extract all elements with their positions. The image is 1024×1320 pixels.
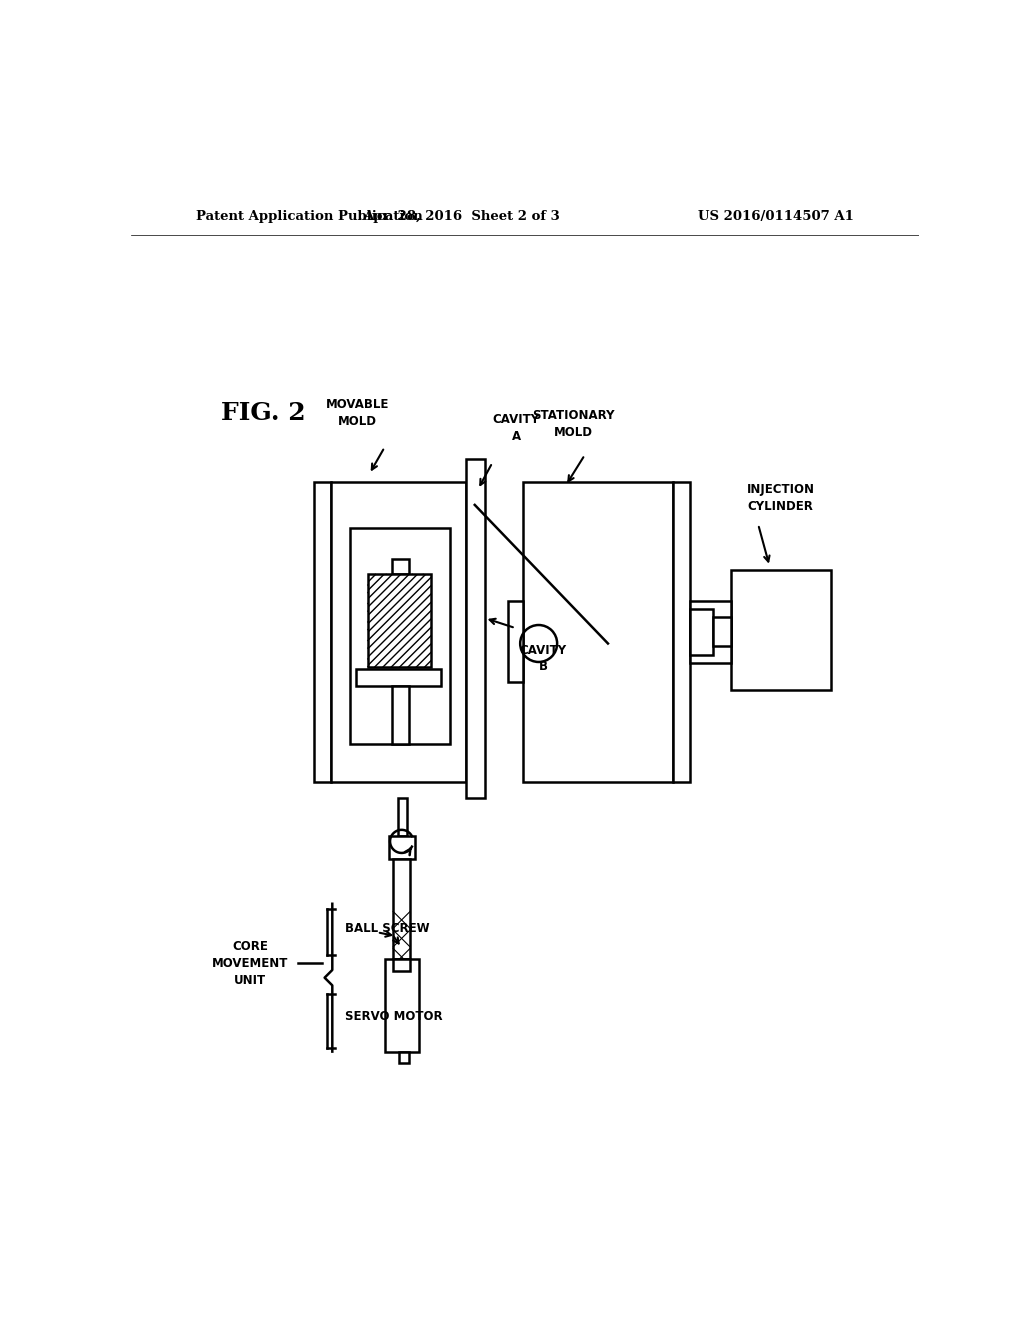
- Text: MOVABLE
MOLD: MOVABLE MOLD: [326, 397, 389, 428]
- Text: Apr. 28, 2016  Sheet 2 of 3: Apr. 28, 2016 Sheet 2 of 3: [364, 210, 560, 223]
- Bar: [714, 616, 731, 645]
- Bar: [466, 459, 484, 797]
- Text: SERVO MOTOR: SERVO MOTOR: [345, 1010, 442, 1023]
- Bar: [388, 836, 416, 859]
- Bar: [690, 609, 714, 655]
- Bar: [350, 528, 451, 743]
- Text: US 2016/0114507 A1: US 2016/0114507 A1: [698, 210, 854, 223]
- Text: INJECTION
CYLINDER: INJECTION CYLINDER: [746, 483, 814, 512]
- Bar: [523, 482, 674, 781]
- Text: Patent Application Publication: Patent Application Publication: [196, 210, 423, 223]
- Text: FIG. 2: FIG. 2: [221, 400, 306, 425]
- Bar: [690, 601, 731, 663]
- Bar: [731, 570, 831, 689]
- Bar: [368, 574, 431, 667]
- Text: CAVITY
A: CAVITY A: [493, 413, 540, 444]
- Bar: [392, 558, 410, 574]
- Bar: [356, 669, 441, 686]
- Text: CAVITY
B: CAVITY B: [519, 644, 566, 673]
- Bar: [393, 960, 410, 970]
- Bar: [392, 686, 410, 743]
- Text: BALL SCREW: BALL SCREW: [345, 921, 429, 935]
- Bar: [398, 1052, 409, 1063]
- Bar: [508, 601, 523, 682]
- Bar: [331, 482, 466, 781]
- Text: CORE
MOVEMENT
UNIT: CORE MOVEMENT UNIT: [212, 940, 288, 986]
- Bar: [385, 960, 419, 1052]
- Bar: [397, 797, 407, 836]
- Text: STATIONARY
MOLD: STATIONARY MOLD: [532, 409, 614, 440]
- Bar: [313, 482, 331, 781]
- Bar: [674, 482, 690, 781]
- Bar: [393, 859, 410, 960]
